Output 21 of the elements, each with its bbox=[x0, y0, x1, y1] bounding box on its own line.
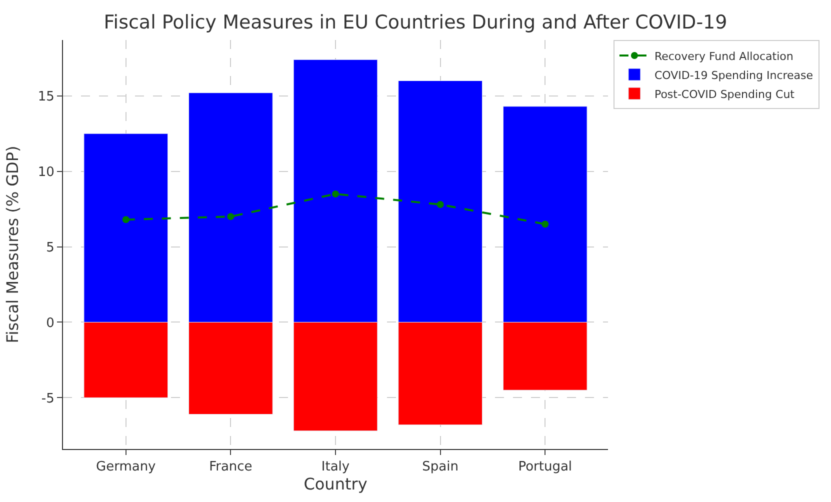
chart-title: Fiscal Policy Measures in EU Countries During and After COVID-19 bbox=[104, 11, 728, 34]
y-tick-label: 15 bbox=[38, 89, 54, 104]
legend-label: Post-COVID Spending Cut bbox=[654, 88, 796, 101]
y-tick-label: -5 bbox=[41, 391, 54, 406]
point bbox=[436, 201, 444, 208]
point bbox=[227, 213, 234, 220]
x-tick-label: Germany bbox=[96, 460, 156, 475]
x-tick-label: France bbox=[209, 460, 252, 475]
legend-label: COVID-19 Spending Increase bbox=[654, 68, 814, 82]
point bbox=[122, 216, 130, 224]
y-axis-title: Fiscal Measures (% GDP) bbox=[2, 146, 22, 344]
y-tick-label: 10 bbox=[38, 164, 54, 180]
y-tick-label: 0 bbox=[46, 316, 54, 331]
point bbox=[542, 220, 549, 228]
x-tick-label: Italy bbox=[321, 460, 350, 475]
x-tick-label: Portugal bbox=[518, 460, 572, 475]
point bbox=[332, 190, 339, 198]
y-tick-label: 5 bbox=[46, 240, 54, 256]
legend-label: Recovery Fund Allocation bbox=[654, 50, 794, 63]
x-axis-title: Country bbox=[304, 474, 368, 494]
x-tick-label: Spain bbox=[422, 460, 458, 475]
